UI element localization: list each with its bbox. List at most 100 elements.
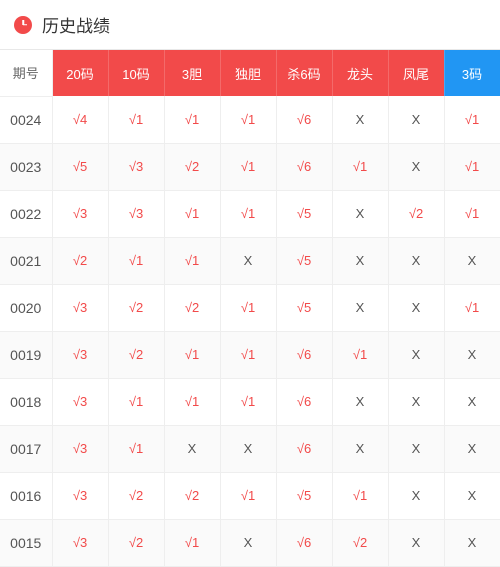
col-header-period: 期号 [0, 50, 52, 96]
hit-cell: √2 [108, 472, 164, 519]
miss-cell: X [220, 425, 276, 472]
hit-cell: √1 [108, 378, 164, 425]
period-cell: 0019 [0, 331, 52, 378]
hit-cell: √6 [276, 96, 332, 143]
hit-cell: √6 [276, 378, 332, 425]
hit-cell: √2 [164, 472, 220, 519]
miss-cell: X [388, 143, 444, 190]
miss-cell: X [444, 425, 500, 472]
miss-cell: X [444, 378, 500, 425]
hit-cell: √1 [220, 331, 276, 378]
hit-cell: √6 [276, 143, 332, 190]
hit-cell: √1 [108, 96, 164, 143]
miss-cell: X [388, 519, 444, 566]
hit-cell: √2 [52, 237, 108, 284]
table-row: 0019√3√2√1√1√6√1XX [0, 331, 500, 378]
miss-cell: X [332, 96, 388, 143]
hit-cell: √2 [108, 331, 164, 378]
hit-cell: √1 [220, 378, 276, 425]
hit-cell: √5 [52, 143, 108, 190]
hit-cell: √1 [164, 190, 220, 237]
miss-cell: X [332, 190, 388, 237]
hit-cell: √6 [276, 331, 332, 378]
col-header[interactable]: 杀6码 [276, 50, 332, 96]
hit-cell: √3 [52, 331, 108, 378]
hit-cell: √2 [164, 284, 220, 331]
table-body: 0024√4√1√1√1√6XX√10023√5√3√2√1√6√1X√1002… [0, 96, 500, 566]
hit-cell: √1 [332, 143, 388, 190]
hit-cell: √2 [108, 519, 164, 566]
col-header[interactable]: 独胆 [220, 50, 276, 96]
history-table: 期号 20码10码3胆独胆杀6码龙头凤尾3码 0024√4√1√1√1√6XX√… [0, 50, 500, 567]
col-header[interactable]: 龙头 [332, 50, 388, 96]
col-header[interactable]: 3码 [444, 50, 500, 96]
table-row: 0017√3√1XX√6XXX [0, 425, 500, 472]
hit-cell: √5 [276, 190, 332, 237]
miss-cell: X [444, 331, 500, 378]
hit-cell: √5 [276, 284, 332, 331]
hit-cell: √3 [108, 190, 164, 237]
miss-cell: X [444, 472, 500, 519]
miss-cell: X [332, 284, 388, 331]
period-cell: 0024 [0, 96, 52, 143]
hit-cell: √6 [276, 425, 332, 472]
miss-cell: X [388, 378, 444, 425]
period-cell: 0023 [0, 143, 52, 190]
hit-cell: √1 [444, 143, 500, 190]
hit-cell: √1 [108, 425, 164, 472]
hit-cell: √6 [276, 519, 332, 566]
table-row: 0020√3√2√2√1√5XX√1 [0, 284, 500, 331]
miss-cell: X [388, 425, 444, 472]
table-row: 0015√3√2√1X√6√2XX [0, 519, 500, 566]
hit-cell: √2 [108, 284, 164, 331]
miss-cell: X [388, 237, 444, 284]
hit-cell: √1 [332, 472, 388, 519]
hit-cell: √1 [220, 284, 276, 331]
hit-cell: √3 [52, 190, 108, 237]
miss-cell: X [388, 331, 444, 378]
miss-cell: X [164, 425, 220, 472]
table-row: 0024√4√1√1√1√6XX√1 [0, 96, 500, 143]
miss-cell: X [332, 425, 388, 472]
miss-cell: X [332, 237, 388, 284]
table-row: 0018√3√1√1√1√6XXX [0, 378, 500, 425]
hit-cell: √4 [52, 96, 108, 143]
col-header[interactable]: 凤尾 [388, 50, 444, 96]
table-row: 0016√3√2√2√1√5√1XX [0, 472, 500, 519]
period-cell: 0017 [0, 425, 52, 472]
hit-cell: √5 [276, 237, 332, 284]
miss-cell: X [444, 519, 500, 566]
hit-cell: √3 [52, 284, 108, 331]
table-row: 0023√5√3√2√1√6√1X√1 [0, 143, 500, 190]
hit-cell: √1 [444, 96, 500, 143]
period-cell: 0015 [0, 519, 52, 566]
col-header[interactable]: 3胆 [164, 50, 220, 96]
hit-cell: √1 [164, 519, 220, 566]
miss-cell: X [220, 519, 276, 566]
hit-cell: √1 [444, 284, 500, 331]
hit-cell: √1 [164, 96, 220, 143]
col-header[interactable]: 10码 [108, 50, 164, 96]
table-row: 0022√3√3√1√1√5X√2√1 [0, 190, 500, 237]
hit-cell: √1 [220, 143, 276, 190]
period-cell: 0018 [0, 378, 52, 425]
hit-cell: √1 [220, 472, 276, 519]
section-title: 历史战绩 [42, 12, 110, 37]
miss-cell: X [220, 237, 276, 284]
hit-cell: √3 [52, 519, 108, 566]
hit-cell: √1 [332, 331, 388, 378]
miss-cell: X [388, 284, 444, 331]
hit-cell: √5 [276, 472, 332, 519]
hit-cell: √1 [164, 331, 220, 378]
period-cell: 0016 [0, 472, 52, 519]
hit-cell: √3 [52, 472, 108, 519]
period-cell: 0022 [0, 190, 52, 237]
hit-cell: √3 [108, 143, 164, 190]
hit-cell: √2 [388, 190, 444, 237]
col-header[interactable]: 20码 [52, 50, 108, 96]
miss-cell: X [444, 237, 500, 284]
hit-cell: √1 [220, 190, 276, 237]
hit-cell: √1 [220, 96, 276, 143]
hit-cell: √2 [332, 519, 388, 566]
hit-cell: √3 [52, 378, 108, 425]
